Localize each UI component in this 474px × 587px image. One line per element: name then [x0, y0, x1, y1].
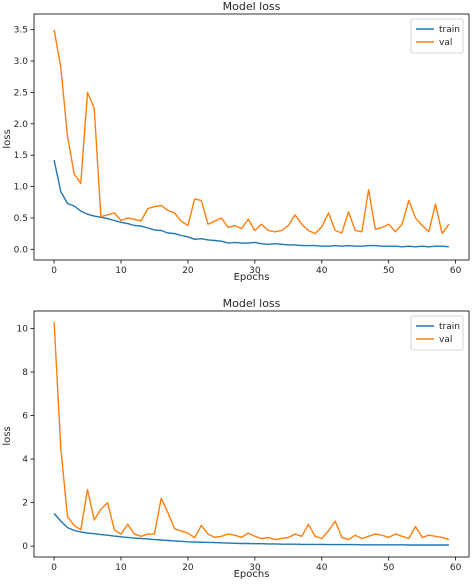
y-tick-label: 2.5 [14, 88, 28, 98]
chart-title: Model loss [223, 0, 281, 13]
chart-title: Model loss [223, 297, 281, 310]
legend-label-val: val [439, 38, 452, 48]
y-tick-label: 0.5 [14, 214, 28, 224]
y-tick-label: 10 [17, 324, 29, 334]
legend-label-train: train [439, 25, 460, 35]
y-tick-label: 1.5 [14, 151, 28, 161]
x-tick-label: 20 [182, 563, 194, 573]
chart-bottom: Model loss 0 10 20 30 40 50 60 0 2 4 6 8 10 Epochs loss… [2, 297, 470, 580]
legend-label-train: train [439, 322, 460, 332]
series-line-train [53, 513, 449, 546]
y-tick-label: 0.0 [14, 245, 29, 255]
series-line-train [53, 160, 449, 248]
plot-frame [33, 13, 470, 261]
x-tick-label: 10 [115, 266, 127, 276]
y-tick-label: 3.0 [14, 57, 29, 67]
y-tick-label: 4 [22, 455, 28, 465]
plot-frame [33, 310, 470, 558]
legend-label-val: val [439, 335, 452, 345]
y-tick-label: 8 [22, 368, 28, 378]
legend-box [410, 315, 464, 351]
y-axis-label: loss [2, 129, 13, 148]
series-line-val [53, 29, 450, 235]
x-tick-label: 30 [249, 266, 261, 276]
x-tick-label: 50 [383, 563, 395, 573]
x-tick-label: 60 [450, 266, 462, 276]
chart-top: Model loss 0 10 20 30 40 50 60 0.0 0.5 1.0 1.5 2.0 2.… [2, 0, 470, 283]
legend: train val [410, 18, 464, 54]
x-tick-label: 50 [383, 266, 395, 276]
x-tick-label: 20 [182, 266, 194, 276]
x-tick-label: 0 [51, 266, 57, 276]
y-tick-label: 0 [22, 542, 28, 552]
x-tick-label: 40 [316, 563, 328, 573]
legend-box [410, 18, 464, 54]
x-tick-label: 30 [249, 563, 261, 573]
y-tick-label: 2 [22, 499, 28, 509]
x-axis-label: Epochs [234, 569, 270, 580]
x-tick-label: 40 [316, 266, 328, 276]
x-tick-label: 10 [115, 563, 127, 573]
y-tick-label: 2.0 [14, 120, 29, 130]
x-tick-label: 60 [450, 563, 462, 573]
x-tick-label: 0 [51, 563, 57, 573]
y-axis-label: loss [2, 426, 13, 445]
series-line-val [53, 321, 450, 541]
x-axis-label: Epochs [234, 272, 270, 283]
y-tick-label: 1.0 [14, 183, 29, 193]
y-tick-label: 6 [22, 411, 28, 421]
legend: train val [410, 315, 464, 351]
y-tick-label: 3.5 [14, 26, 28, 36]
